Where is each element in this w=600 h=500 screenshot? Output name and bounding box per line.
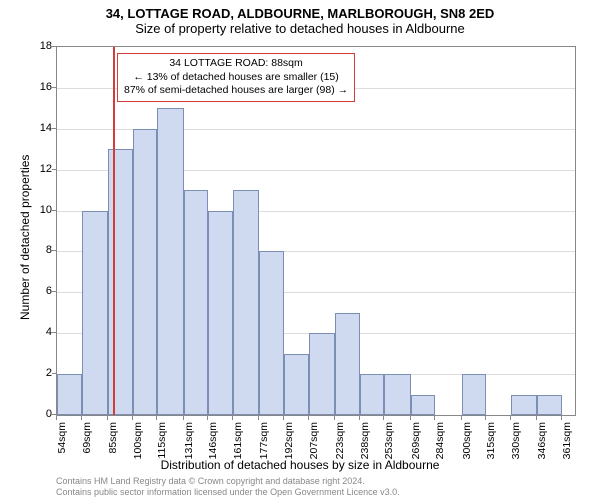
y-tick-label: 14 bbox=[24, 122, 52, 134]
y-tick-mark bbox=[52, 169, 56, 170]
x-tick-mark bbox=[156, 416, 157, 420]
x-tick-mark bbox=[536, 416, 537, 420]
x-tick-mark bbox=[383, 416, 384, 420]
x-tick-label: 238sqm bbox=[359, 422, 371, 462]
histogram-bar bbox=[411, 395, 436, 415]
attribution-line1: Contains HM Land Registry data © Crown c… bbox=[56, 476, 400, 487]
x-tick-mark bbox=[334, 416, 335, 420]
y-tick-label: 0 bbox=[24, 408, 52, 420]
y-tick-label: 18 bbox=[24, 40, 52, 52]
x-tick-mark bbox=[561, 416, 562, 420]
x-tick-mark bbox=[56, 416, 57, 420]
attribution: Contains HM Land Registry data © Crown c… bbox=[56, 476, 400, 498]
x-tick-label: 69sqm bbox=[81, 422, 93, 462]
y-tick-label: 2 bbox=[24, 367, 52, 379]
annotation-line1: 34 LOTTAGE ROAD: 88sqm bbox=[124, 57, 348, 71]
x-tick-mark bbox=[359, 416, 360, 420]
y-tick-mark bbox=[52, 210, 56, 211]
y-tick-label: 16 bbox=[24, 81, 52, 93]
x-tick-mark bbox=[81, 416, 82, 420]
y-tick-label: 10 bbox=[24, 204, 52, 216]
x-tick-label: 85sqm bbox=[107, 422, 119, 462]
annotation-box: 34 LOTTAGE ROAD: 88sqm ← 13% of detached… bbox=[117, 53, 355, 102]
y-tick-mark bbox=[52, 87, 56, 88]
x-tick-mark bbox=[434, 416, 435, 420]
x-tick-mark bbox=[258, 416, 259, 420]
histogram-bar bbox=[309, 333, 335, 415]
x-tick-mark bbox=[510, 416, 511, 420]
histogram-bar bbox=[284, 354, 309, 415]
y-tick-mark bbox=[52, 291, 56, 292]
x-tick-mark bbox=[283, 416, 284, 420]
x-tick-mark bbox=[232, 416, 233, 420]
x-tick-mark bbox=[485, 416, 486, 420]
x-tick-label: 315sqm bbox=[485, 422, 497, 462]
x-tick-label: 346sqm bbox=[536, 422, 548, 462]
x-tick-label: 131sqm bbox=[183, 422, 195, 462]
histogram-bar bbox=[57, 374, 82, 415]
page-title: 34, LOTTAGE ROAD, ALDBOURNE, MARLBOROUGH… bbox=[0, 0, 600, 21]
x-tick-label: 300sqm bbox=[461, 422, 473, 462]
histogram-bar bbox=[259, 251, 284, 415]
histogram-bar bbox=[208, 211, 233, 415]
x-tick-label: 269sqm bbox=[410, 422, 422, 462]
annotation-line3: 87% of semi-detached houses are larger (… bbox=[124, 84, 348, 98]
x-tick-label: 361sqm bbox=[561, 422, 573, 462]
x-tick-label: 207sqm bbox=[308, 422, 320, 462]
histogram-bar bbox=[384, 374, 410, 415]
y-tick-mark bbox=[52, 414, 56, 415]
y-tick-mark bbox=[52, 250, 56, 251]
x-tick-label: 100sqm bbox=[132, 422, 144, 462]
histogram-bar bbox=[335, 313, 360, 415]
histogram-bar bbox=[537, 395, 562, 415]
y-tick-label: 8 bbox=[24, 244, 52, 256]
y-tick-mark bbox=[52, 332, 56, 333]
x-tick-label: 284sqm bbox=[434, 422, 446, 462]
histogram-bar bbox=[108, 149, 133, 415]
x-tick-label: 146sqm bbox=[207, 422, 219, 462]
x-tick-mark bbox=[183, 416, 184, 420]
x-tick-mark bbox=[461, 416, 462, 420]
histogram-bar bbox=[360, 374, 385, 415]
x-tick-mark bbox=[410, 416, 411, 420]
y-tick-label: 6 bbox=[24, 285, 52, 297]
x-tick-label: 223sqm bbox=[334, 422, 346, 462]
x-tick-label: 115sqm bbox=[156, 422, 168, 462]
chart-container: 34, LOTTAGE ROAD, ALDBOURNE, MARLBOROUGH… bbox=[0, 0, 600, 500]
x-tick-label: 330sqm bbox=[510, 422, 522, 462]
x-tick-mark bbox=[308, 416, 309, 420]
x-tick-mark bbox=[107, 416, 108, 420]
histogram-bar bbox=[233, 190, 259, 415]
histogram-bar bbox=[462, 374, 487, 415]
annotation-line2: ← 13% of detached houses are smaller (15… bbox=[124, 71, 348, 85]
histogram-bar bbox=[511, 395, 537, 415]
y-tick-label: 12 bbox=[24, 163, 52, 175]
x-tick-label: 253sqm bbox=[383, 422, 395, 462]
histogram-bar bbox=[133, 129, 158, 415]
y-tick-mark bbox=[52, 373, 56, 374]
attribution-line2: Contains public sector information licen… bbox=[56, 487, 400, 498]
x-tick-label: 192sqm bbox=[283, 422, 295, 462]
page-subtitle: Size of property relative to detached ho… bbox=[0, 21, 600, 40]
x-tick-label: 161sqm bbox=[232, 422, 244, 462]
x-tick-label: 54sqm bbox=[56, 422, 68, 462]
chart-plot-area: 34 LOTTAGE ROAD: 88sqm ← 13% of detached… bbox=[56, 46, 576, 416]
y-tick-mark bbox=[52, 46, 56, 47]
histogram-bar bbox=[157, 108, 183, 415]
histogram-bar bbox=[184, 190, 209, 415]
reference-marker-line bbox=[113, 47, 115, 415]
histogram-bar bbox=[82, 211, 108, 415]
x-tick-mark bbox=[207, 416, 208, 420]
x-tick-label: 177sqm bbox=[258, 422, 270, 462]
x-tick-mark bbox=[132, 416, 133, 420]
y-tick-mark bbox=[52, 128, 56, 129]
y-tick-label: 4 bbox=[24, 326, 52, 338]
